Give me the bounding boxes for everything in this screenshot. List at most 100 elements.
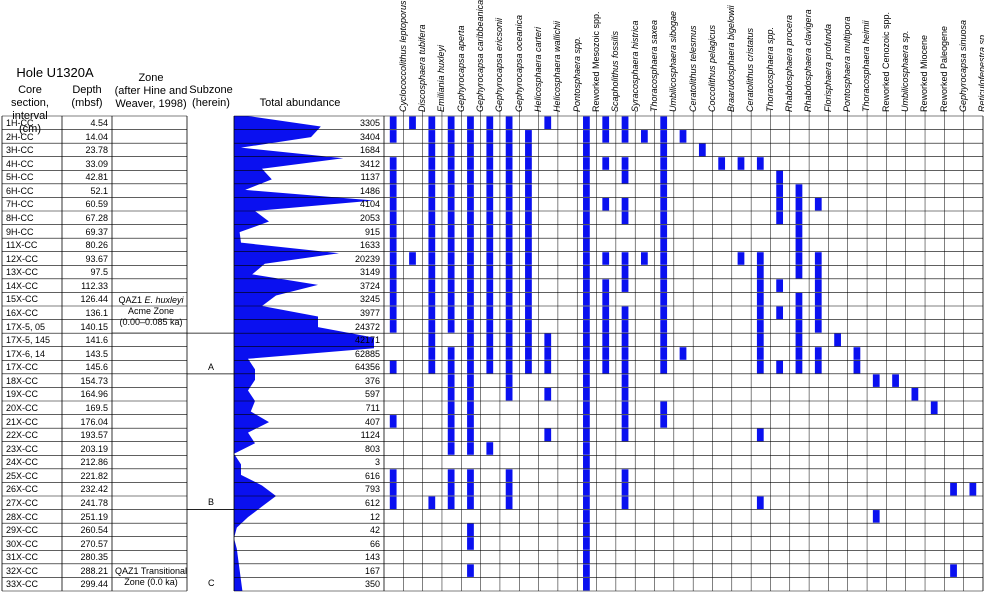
presence-bar	[447, 374, 455, 387]
presence-bar	[872, 374, 880, 387]
presence-bar	[447, 130, 455, 143]
presence-bar	[467, 374, 474, 387]
presence-bar	[467, 469, 474, 482]
presence-bar	[467, 428, 474, 442]
presence-bar	[660, 265, 668, 279]
row-section: 14X-CC	[6, 280, 39, 291]
species-label: Reworked Paleogene	[938, 25, 949, 112]
species-label: Thoracosphaera spp.	[764, 26, 775, 112]
presence-bar	[602, 130, 610, 143]
presence-bar	[795, 184, 803, 197]
presence-bar	[525, 130, 532, 143]
row-depth: 251.19	[80, 511, 108, 522]
presence-bar	[621, 197, 629, 211]
presence-bar	[447, 143, 455, 157]
row-section: 29X-CC	[6, 525, 39, 536]
presence-bar	[428, 347, 436, 360]
presence-bar	[621, 170, 629, 184]
subzone-a: A	[208, 362, 215, 372]
presence-bar	[525, 360, 532, 374]
presence-bar	[718, 157, 726, 170]
presence-bar	[447, 211, 455, 225]
presence-bar	[814, 197, 822, 211]
presence-bar	[467, 442, 474, 455]
presence-bar	[679, 347, 687, 360]
presence-bar	[505, 306, 513, 320]
presence-bar	[583, 360, 590, 374]
presence-bar	[428, 360, 436, 374]
presence-bar	[892, 374, 899, 387]
presence-bar	[660, 143, 668, 157]
presence-bar	[756, 306, 764, 320]
presence-bar	[583, 387, 590, 401]
presence-bar	[409, 116, 416, 130]
presence-bar	[583, 455, 590, 469]
presence-bar	[621, 482, 629, 496]
presence-bar	[467, 197, 474, 211]
species-label: Thoracosphaera saxea	[648, 19, 659, 112]
row-abundance: 42171	[354, 335, 380, 346]
presence-bar	[428, 197, 436, 211]
presence-bar	[486, 320, 494, 333]
presence-bar	[525, 279, 532, 292]
presence-bar	[447, 306, 455, 320]
row-abundance: 1137	[360, 172, 380, 183]
presence-bar	[544, 428, 552, 442]
row-section: 12X-CC	[6, 253, 39, 264]
species-label: Reworked Mesozoic spp.	[590, 11, 601, 112]
presence-bar	[583, 265, 590, 279]
presence-bar	[660, 306, 668, 320]
presence-bar	[660, 252, 668, 265]
presence-bar	[428, 116, 436, 130]
presence-bar	[428, 292, 436, 306]
presence-bar	[389, 184, 397, 197]
presence-bar	[795, 292, 803, 306]
depth-header: Depth (mbsf)	[71, 84, 103, 109]
presence-bar	[486, 130, 494, 143]
presence-bar	[467, 401, 474, 415]
presence-bar	[389, 265, 397, 279]
species-label: Rhabdosphaera procera	[784, 14, 795, 112]
presence-bar	[428, 130, 436, 143]
species-label: Discosphaera tubifera	[416, 24, 427, 112]
presence-bar	[447, 401, 455, 415]
row-section: 26X-CC	[6, 484, 39, 495]
presence-bar	[583, 143, 590, 157]
species-label: Gephyrocapsa ericsonii	[494, 17, 505, 112]
row-abundance: 167	[364, 565, 380, 576]
presence-bar	[756, 496, 764, 510]
presence-bar	[814, 320, 822, 333]
row-abundance: 42	[369, 525, 380, 536]
presence-bar	[525, 184, 532, 197]
abundance-profile	[234, 116, 374, 591]
presence-bar	[389, 469, 397, 482]
row-section: 19X-CC	[6, 389, 39, 400]
zone-upper-label: QAZ1 E. huxleyi Acme Zone (0.00–0.085 ka…	[118, 295, 184, 327]
presence-bar	[737, 157, 745, 170]
row-depth: 136.1	[85, 308, 108, 318]
presence-bar	[525, 170, 532, 184]
row-section: 25X-CC	[6, 470, 39, 481]
row-abundance: 62885	[354, 348, 380, 359]
presence-bar	[505, 265, 513, 279]
presence-bar	[389, 306, 397, 320]
presence-bar	[389, 170, 397, 184]
presence-bar	[621, 496, 629, 510]
species-label: Gephyrocapsa oceanica	[513, 14, 524, 112]
row-depth: 270.57	[80, 538, 108, 549]
row-abundance: 143	[364, 552, 380, 563]
presence-bar	[814, 279, 822, 292]
presence-bar	[486, 252, 494, 265]
presence-bar	[583, 130, 590, 143]
presence-bar	[776, 306, 784, 320]
presence-bar	[505, 225, 513, 238]
presence-bar	[389, 197, 397, 211]
species-label: Reworked Cenozoic spp.	[880, 11, 891, 112]
presence-bar	[447, 496, 455, 510]
species-label: Cyclococcolithus leptoporus	[397, 0, 408, 112]
row-abundance: 1124	[360, 430, 380, 441]
presence-bar	[428, 170, 436, 184]
presence-bar	[486, 211, 494, 225]
presence-bar	[602, 347, 610, 360]
presence-bar	[467, 333, 474, 347]
